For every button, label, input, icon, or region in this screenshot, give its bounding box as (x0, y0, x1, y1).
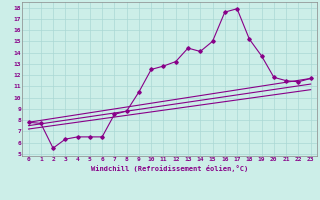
X-axis label: Windchill (Refroidissement éolien,°C): Windchill (Refroidissement éolien,°C) (91, 165, 248, 172)
